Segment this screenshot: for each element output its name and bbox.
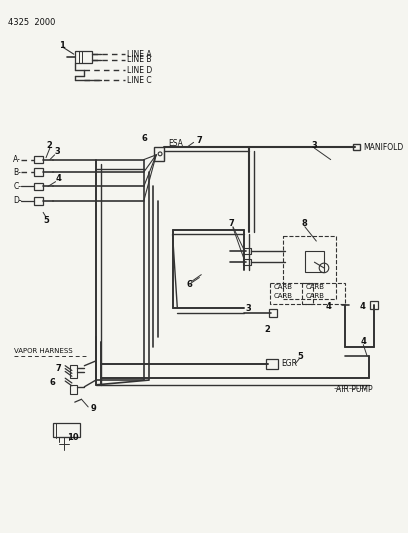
Text: CARB: CARB bbox=[273, 293, 292, 298]
Text: 5: 5 bbox=[43, 215, 49, 224]
Bar bbox=[33, 197, 43, 205]
Text: LINE D: LINE D bbox=[126, 66, 152, 75]
Bar bbox=[33, 156, 43, 164]
Bar bbox=[269, 309, 277, 317]
Text: 7: 7 bbox=[55, 364, 61, 373]
Text: 10: 10 bbox=[67, 433, 79, 442]
Text: ESA: ESA bbox=[168, 139, 183, 148]
Text: LINE B: LINE B bbox=[126, 55, 151, 64]
Bar bbox=[33, 183, 43, 190]
Text: 5: 5 bbox=[297, 352, 303, 361]
Bar bbox=[33, 168, 43, 176]
Bar bbox=[154, 147, 164, 160]
Bar bbox=[283, 236, 335, 298]
Text: 7: 7 bbox=[228, 220, 234, 228]
Bar bbox=[266, 359, 278, 369]
Text: VAPOR HARNESS: VAPOR HARNESS bbox=[14, 349, 73, 354]
Text: CARB: CARB bbox=[273, 284, 292, 290]
Bar bbox=[370, 302, 378, 309]
Text: 9: 9 bbox=[91, 405, 97, 414]
Text: 1: 1 bbox=[60, 41, 65, 50]
Bar bbox=[302, 283, 345, 304]
Text: 6: 6 bbox=[187, 280, 193, 289]
Text: 3: 3 bbox=[312, 141, 317, 150]
Text: B-: B- bbox=[13, 167, 21, 176]
Text: 4: 4 bbox=[55, 174, 62, 183]
Bar bbox=[271, 283, 313, 304]
Bar bbox=[75, 51, 92, 63]
Text: 4325  2000: 4325 2000 bbox=[8, 18, 55, 27]
Text: 2: 2 bbox=[264, 325, 271, 334]
Text: D-: D- bbox=[13, 196, 22, 205]
Text: 4: 4 bbox=[360, 337, 366, 346]
Text: 4: 4 bbox=[359, 302, 365, 311]
Text: 2: 2 bbox=[46, 141, 52, 150]
Text: C-: C- bbox=[13, 182, 22, 191]
Text: MANIFOLD: MANIFOLD bbox=[363, 143, 404, 152]
Text: EGR: EGR bbox=[281, 359, 297, 368]
Text: 7: 7 bbox=[197, 136, 202, 145]
Text: 8: 8 bbox=[302, 220, 308, 228]
Bar bbox=[53, 423, 80, 437]
Bar bbox=[353, 144, 360, 150]
Text: 6: 6 bbox=[50, 377, 56, 386]
Bar bbox=[70, 365, 77, 378]
Text: CARB: CARB bbox=[306, 293, 325, 298]
Text: LINE A: LINE A bbox=[126, 50, 151, 59]
Text: 6: 6 bbox=[142, 134, 148, 143]
Text: A-: A- bbox=[13, 155, 21, 164]
Text: 3: 3 bbox=[55, 148, 60, 157]
Bar bbox=[244, 260, 251, 265]
Text: AIR PUMP: AIR PUMP bbox=[335, 385, 372, 394]
Text: CARB: CARB bbox=[306, 284, 325, 290]
Bar bbox=[70, 385, 77, 394]
Text: 4: 4 bbox=[326, 302, 332, 311]
Bar bbox=[305, 251, 324, 272]
Bar bbox=[244, 248, 251, 254]
Text: LINE C: LINE C bbox=[126, 76, 151, 85]
Text: 3: 3 bbox=[245, 304, 251, 313]
